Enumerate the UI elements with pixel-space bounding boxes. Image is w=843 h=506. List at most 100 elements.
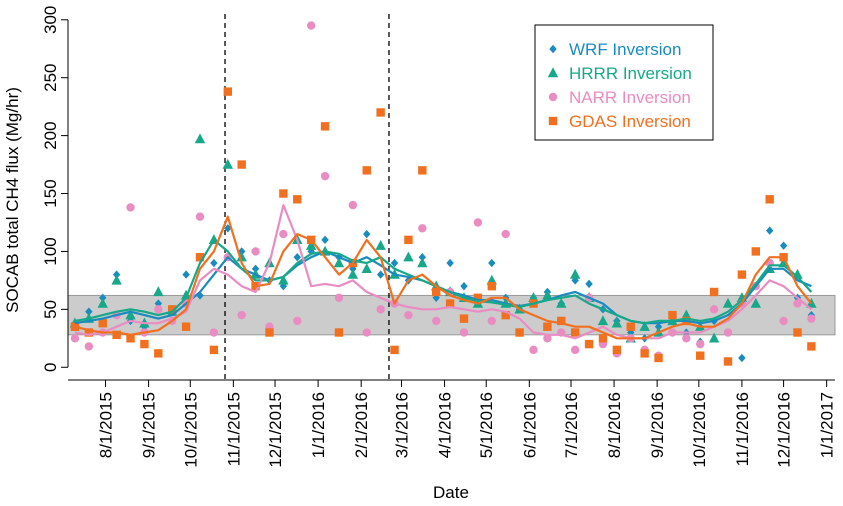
point <box>222 158 233 169</box>
point <box>501 229 510 239</box>
x-tick-label: 10/1/2016 <box>690 392 709 468</box>
point <box>627 328 635 337</box>
x-tick-label: 5/1/2016 <box>477 392 496 458</box>
y-tick-label: 200 <box>41 121 60 149</box>
point <box>361 263 372 274</box>
point <box>209 328 219 337</box>
point <box>598 334 608 343</box>
point <box>194 133 206 144</box>
point <box>556 297 567 308</box>
point <box>293 253 301 262</box>
point <box>168 305 177 314</box>
point <box>181 322 191 331</box>
point <box>696 339 705 349</box>
point <box>639 321 650 331</box>
point <box>487 316 496 326</box>
point <box>376 108 385 117</box>
point <box>182 270 190 279</box>
x-tick-label: 12/1/2016 <box>775 392 794 468</box>
point <box>126 334 135 343</box>
point <box>459 314 469 323</box>
point <box>445 299 455 308</box>
point <box>195 212 205 221</box>
point <box>210 258 218 268</box>
legend-marker <box>548 92 558 102</box>
point <box>807 314 816 323</box>
point <box>265 328 274 337</box>
point <box>154 349 163 358</box>
point <box>487 281 496 291</box>
point <box>84 342 94 351</box>
x-tick-label: 2/1/2016 <box>352 392 371 458</box>
point <box>682 334 691 343</box>
point <box>488 258 496 268</box>
point <box>738 353 746 363</box>
legend-marker <box>548 116 558 126</box>
y-tick-label: 50 <box>41 300 60 319</box>
point <box>765 195 774 204</box>
point <box>279 229 288 239</box>
y-tick-label: 300 <box>41 6 60 34</box>
point <box>432 316 441 326</box>
point <box>97 297 108 308</box>
point <box>459 328 469 337</box>
point <box>333 257 345 268</box>
point <box>640 349 649 358</box>
point <box>708 332 720 343</box>
x-tick-label: 8/1/2016 <box>605 392 624 458</box>
point <box>709 287 719 297</box>
point <box>654 353 663 363</box>
point <box>251 264 260 274</box>
point <box>793 299 802 308</box>
point <box>390 345 399 355</box>
point <box>334 293 344 302</box>
x-tick-label: 9/1/2016 <box>648 392 667 458</box>
point <box>557 316 566 326</box>
y-tick-label: 100 <box>41 237 60 265</box>
point <box>237 160 246 169</box>
point <box>293 316 302 326</box>
point <box>209 345 219 355</box>
point <box>223 87 232 96</box>
point <box>792 268 803 279</box>
point <box>571 276 579 285</box>
point <box>348 200 358 210</box>
point <box>709 305 719 314</box>
point <box>70 334 80 343</box>
point <box>362 328 371 337</box>
point <box>362 166 371 175</box>
x-tick-label: 10/1/2015 <box>181 392 200 468</box>
x-tick-label: 8/1/2015 <box>97 392 116 458</box>
point <box>154 305 163 314</box>
point <box>418 253 427 262</box>
y-tick-label: 150 <box>41 179 60 207</box>
point <box>501 310 510 320</box>
point <box>737 270 747 279</box>
point <box>305 239 317 250</box>
point <box>321 235 329 245</box>
point <box>126 203 135 212</box>
point <box>807 342 816 351</box>
x-tick-label: 11/1/2016 <box>733 392 752 466</box>
point <box>237 310 246 320</box>
point <box>696 351 705 360</box>
point <box>403 251 414 262</box>
point <box>84 328 94 337</box>
point <box>473 293 483 302</box>
point <box>585 279 593 289</box>
trend-line <box>74 238 813 325</box>
x-axis-label: Date <box>433 483 469 502</box>
point <box>180 289 192 300</box>
point <box>779 316 788 326</box>
point <box>293 195 302 204</box>
legend-label: WRF Inversion <box>569 40 681 59</box>
point <box>278 274 289 285</box>
x-tick-label: 1/1/2016 <box>309 392 328 458</box>
y-tick-label: 250 <box>41 64 60 92</box>
legend-label: GDAS Inversion <box>569 112 691 131</box>
point <box>793 328 802 337</box>
x-tick-label: 1/1/2017 <box>818 392 837 458</box>
y-tick-label: 0 <box>41 363 60 372</box>
point <box>376 305 385 314</box>
point <box>153 286 164 297</box>
